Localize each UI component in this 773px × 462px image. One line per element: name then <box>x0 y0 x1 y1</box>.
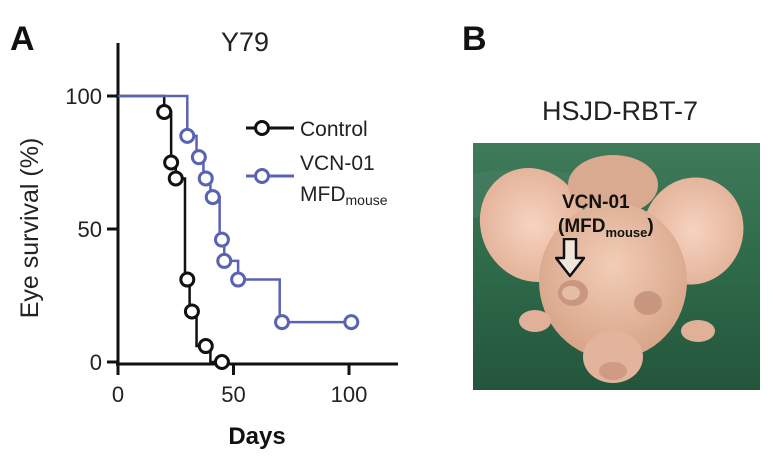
legend-vcn-label-line2: MFDmouse <box>300 183 388 208</box>
control-marker <box>156 103 173 120</box>
legend-vcn-marker <box>254 168 270 184</box>
photo-title: HSJD-RBT-7 <box>541 96 698 126</box>
vcn-marker <box>274 314 291 331</box>
y-tick-label: 100 <box>65 84 102 109</box>
control-marker <box>183 303 200 320</box>
vcn-marker <box>179 127 196 144</box>
vcn-marker <box>216 252 233 269</box>
x-tick-label: 100 <box>331 382 368 407</box>
y-tick-label: 0 <box>90 350 102 375</box>
control-marker <box>179 271 196 288</box>
y-axis-label: Eye survival (%) <box>16 138 44 319</box>
legend-control-label: Control <box>300 118 368 141</box>
control-marker <box>163 154 180 171</box>
vcn-marker <box>197 170 214 187</box>
down-arrow-icon <box>555 238 585 278</box>
series-control-line <box>118 94 222 364</box>
control-marker <box>167 170 184 187</box>
legend-control-marker <box>254 120 270 136</box>
x-tick-label: 0 <box>112 382 124 407</box>
chart-title: Y79 <box>221 27 269 57</box>
control-marker <box>197 338 214 355</box>
photo-annotation-line1: VCN-01 <box>562 192 630 213</box>
x-tick-label: 50 <box>221 382 245 407</box>
photo-annotation-line2: (MFDmouse) <box>558 216 654 240</box>
vcn-marker <box>230 271 247 288</box>
vcn-marker <box>343 314 360 331</box>
mouse-photo <box>473 143 760 390</box>
y-tick-label: 50 <box>78 217 102 242</box>
vcn-marker <box>190 149 207 166</box>
legend-vcn-label: VCN-01 <box>300 152 375 175</box>
panel-b-label: B <box>462 20 487 58</box>
control-marker <box>213 354 230 370</box>
vcn-marker <box>204 189 221 206</box>
vcn-marker <box>213 231 230 248</box>
panel-a-label: A <box>10 20 35 58</box>
x-axis-label: Days <box>228 423 285 450</box>
